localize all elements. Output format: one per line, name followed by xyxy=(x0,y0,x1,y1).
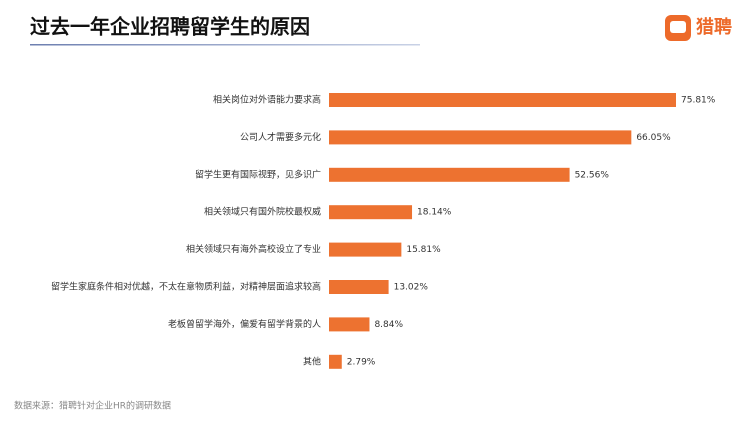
brand-name: 猎聘 xyxy=(696,16,732,38)
category-label: 相关岗位对外语能力要求高 xyxy=(213,94,321,106)
category-label: 老板曾留学海外，偏爱有留学背景的人 xyxy=(168,318,321,330)
bar xyxy=(329,167,570,182)
category-label: 留学生更有国际视野，见多识广 xyxy=(195,168,321,180)
bar xyxy=(329,317,370,332)
bar xyxy=(329,280,389,294)
category-label: 其他 xyxy=(303,355,321,367)
value-label: 75.81% xyxy=(681,96,716,106)
bar xyxy=(329,93,676,107)
source-note: 数据来源：猎聘针对企业HR的调研数据 xyxy=(14,400,171,412)
value-label: 18.14% xyxy=(417,208,452,218)
chart-title: 过去一年企业招聘留学生的原因 xyxy=(30,15,310,39)
value-label: 52.56% xyxy=(575,170,610,180)
category-label: 相关领域只有国外院校最权威 xyxy=(204,206,321,218)
value-label: 15.81% xyxy=(406,245,441,255)
value-label: 66.05% xyxy=(636,133,671,143)
brand-icon-bubble xyxy=(670,21,686,33)
value-label: 13.02% xyxy=(394,283,429,293)
bar xyxy=(329,205,413,220)
bar xyxy=(329,354,342,369)
value-label: 8.84% xyxy=(374,320,403,330)
category-label: 留学生家庭条件相对优越，不太在意物质利益，对精神层面追求较高 xyxy=(51,281,321,293)
value-label: 2.79% xyxy=(347,357,376,367)
bar xyxy=(329,242,402,257)
title-underline xyxy=(30,44,420,46)
category-label: 相关领域只有海外高校设立了专业 xyxy=(186,243,321,255)
category-label: 公司人才需要多元化 xyxy=(240,131,321,143)
bar xyxy=(329,130,632,145)
